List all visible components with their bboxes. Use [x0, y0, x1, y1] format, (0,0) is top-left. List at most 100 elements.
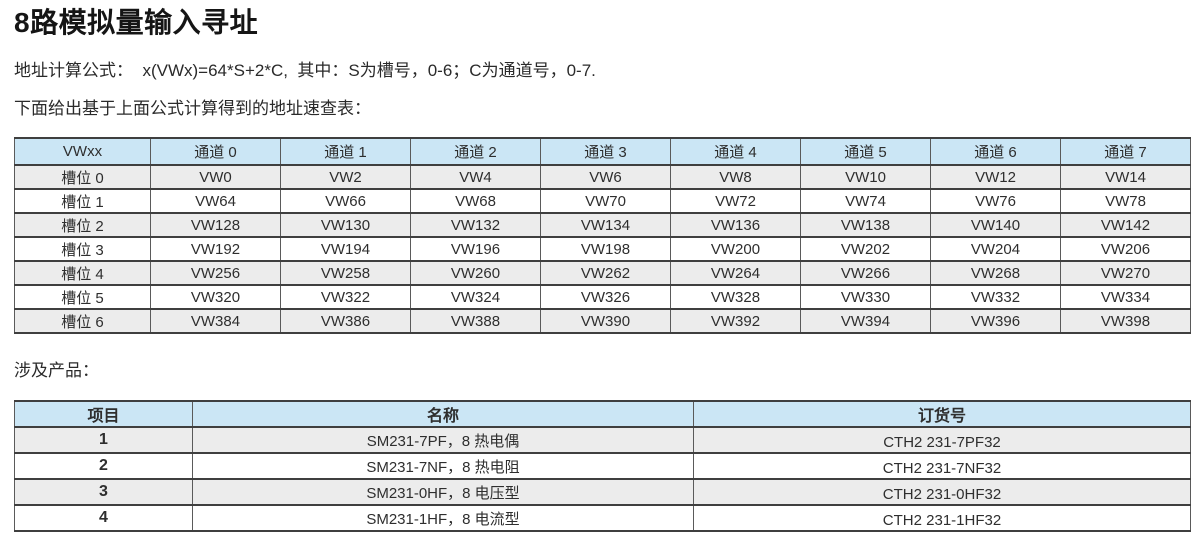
document-page: 8路模拟量输入寻址 地址计算公式： x(VWx)=64*S+2*C, 其中：S为… — [0, 7, 1203, 532]
table-cell: VW390 — [540, 308, 671, 334]
column-header: 通道 0 — [150, 137, 281, 166]
address-formula-text: 地址计算公式： x(VWx)=64*S+2*C, 其中：S为槽号，0-6；C为通… — [14, 61, 596, 80]
table-cell: 2 — [14, 452, 193, 480]
table-cell: VW202 — [800, 236, 931, 262]
header-row: VWxx 通道 0 通道 1 通道 2 通道 3 通道 4 通道 5 通道 6 通道 7 — [14, 137, 1191, 166]
column-header: 通道 2 — [410, 137, 541, 166]
column-header: 通道 1 — [280, 137, 411, 166]
table-row: 槽位 4 VW256 VW258 VW260 VW262 VW264 VW266 VW268 V… — [14, 260, 1191, 286]
table-row: 槽位 3 VW192 VW194 VW196 VW198 VW200 VW202 VW204 V… — [14, 236, 1191, 262]
table-cell: VW396 — [930, 308, 1061, 334]
table-cell: VW260 — [410, 260, 541, 286]
table-cell: VW70 — [540, 188, 671, 214]
table-cell: VW256 — [150, 260, 281, 286]
table-cell: VW326 — [540, 284, 671, 310]
table-cell: CTH2 231-7PF32 — [693, 426, 1191, 454]
table-cell: SM231-1HF，8 电流型 — [192, 504, 694, 532]
table-cell: VW332 — [930, 284, 1061, 310]
header-row: 项目 名称 订货号 — [14, 400, 1191, 428]
table-cell: VW132 — [410, 212, 541, 238]
address-lookup-table: VWxx 通道 0 通道 1 通道 2 通道 3 通道 4 通道 5 通道 6 通道 7 槽位 0… — [14, 137, 1191, 334]
table-row: 槽位 1 VW64 VW66 VW68 VW70 VW72 VW74 VW76 VW78 — [14, 188, 1191, 214]
table-cell: CTH2 231-1HF32 — [693, 504, 1191, 532]
table-cell: 槽位 5 — [14, 284, 151, 310]
table-cell: 槽位 6 — [14, 308, 151, 334]
products-label: 涉及产品： — [14, 361, 99, 380]
table-cell: VW266 — [800, 260, 931, 286]
table-row: 2 SM231-7NF，8 热电阻 CTH2 231-7NF32 — [14, 452, 1191, 480]
table-cell: VW392 — [670, 308, 801, 334]
table-cell: VW68 — [410, 188, 541, 214]
table-cell: VW10 — [800, 164, 931, 190]
table-cell: 槽位 2 — [14, 212, 151, 238]
table-cell: CTH2 231-0HF32 — [693, 478, 1191, 506]
table-cell: VW200 — [670, 236, 801, 262]
column-header: 通道 4 — [670, 137, 801, 166]
table-cell: VW64 — [150, 188, 281, 214]
table-row: 槽位 6 VW384 VW386 VW388 VW390 VW392 VW394 VW396 V… — [14, 308, 1191, 334]
lookup-table-intro-text: 下面给出基于上面公式计算得到的地址速查表： — [14, 99, 371, 118]
page-title: 8路模拟量输入寻址 — [14, 7, 259, 38]
column-header: 项目 — [14, 400, 193, 428]
table-cell: 槽位 0 — [14, 164, 151, 190]
table-cell: VW388 — [410, 308, 541, 334]
table-row: 槽位 5 VW320 VW322 VW324 VW326 VW328 VW330 VW332 V… — [14, 284, 1191, 310]
table-row: 槽位 0 VW0 VW2 VW4 VW6 VW8 VW10 VW12 VW14 — [14, 164, 1191, 190]
table-cell: VW270 — [1060, 260, 1191, 286]
table-cell: VW330 — [800, 284, 931, 310]
table-cell: VW384 — [150, 308, 281, 334]
table-cell: SM231-7PF，8 热电偶 — [192, 426, 694, 454]
table-cell: 4 — [14, 504, 193, 532]
table-cell: VW74 — [800, 188, 931, 214]
column-header: 订货号 — [693, 400, 1191, 428]
table-cell: VW206 — [1060, 236, 1191, 262]
table-cell: 槽位 4 — [14, 260, 151, 286]
table-cell: VW394 — [800, 308, 931, 334]
table-cell: VW136 — [670, 212, 801, 238]
column-header: 名称 — [192, 400, 694, 428]
table-cell: VW204 — [930, 236, 1061, 262]
table-cell: VW192 — [150, 236, 281, 262]
table-cell: VW130 — [280, 212, 411, 238]
product-table: 项目 名称 订货号 1 SM231-7PF，8 热电偶 CTH2 231-7PF32 2 SM… — [14, 400, 1191, 532]
table-row: 3 SM231-0HF，8 电压型 CTH2 231-0HF32 — [14, 478, 1191, 506]
column-header: 通道 7 — [1060, 137, 1191, 166]
table-cell: 槽位 1 — [14, 188, 151, 214]
table-cell: VW4 — [410, 164, 541, 190]
table-cell: VW134 — [540, 212, 671, 238]
table-cell: VW138 — [800, 212, 931, 238]
column-header: 通道 5 — [800, 137, 931, 166]
table-cell: VW8 — [670, 164, 801, 190]
table-cell: VW322 — [280, 284, 411, 310]
table-cell: 1 — [14, 426, 193, 454]
table-cell: VW72 — [670, 188, 801, 214]
table-cell: VW398 — [1060, 308, 1191, 334]
table-cell: 3 — [14, 478, 193, 506]
table-row: 4 SM231-1HF，8 电流型 CTH2 231-1HF32 — [14, 504, 1191, 532]
column-header: 通道 3 — [540, 137, 671, 166]
table-cell: VW6 — [540, 164, 671, 190]
table-cell: VW128 — [150, 212, 281, 238]
table-cell: VW268 — [930, 260, 1061, 286]
table-cell: VW76 — [930, 188, 1061, 214]
table-cell: VW324 — [410, 284, 541, 310]
table-cell: 槽位 3 — [14, 236, 151, 262]
table-cell: VW66 — [280, 188, 411, 214]
column-header: VWxx — [14, 137, 151, 166]
table-cell: VW334 — [1060, 284, 1191, 310]
table-cell: VW386 — [280, 308, 411, 334]
table-cell: VW78 — [1060, 188, 1191, 214]
table-cell: VW140 — [930, 212, 1061, 238]
table-cell: VW264 — [670, 260, 801, 286]
table-cell: VW142 — [1060, 212, 1191, 238]
table-row: 槽位 2 VW128 VW130 VW132 VW134 VW136 VW138 VW140 V… — [14, 212, 1191, 238]
table-cell: VW328 — [670, 284, 801, 310]
table-cell: SM231-0HF，8 电压型 — [192, 478, 694, 506]
table-cell: VW0 — [150, 164, 281, 190]
table-row: 1 SM231-7PF，8 热电偶 CTH2 231-7PF32 — [14, 426, 1191, 454]
table-cell: VW258 — [280, 260, 411, 286]
table-cell: VW320 — [150, 284, 281, 310]
table-cell: VW12 — [930, 164, 1061, 190]
table-cell: CTH2 231-7NF32 — [693, 452, 1191, 480]
column-header: 通道 6 — [930, 137, 1061, 166]
